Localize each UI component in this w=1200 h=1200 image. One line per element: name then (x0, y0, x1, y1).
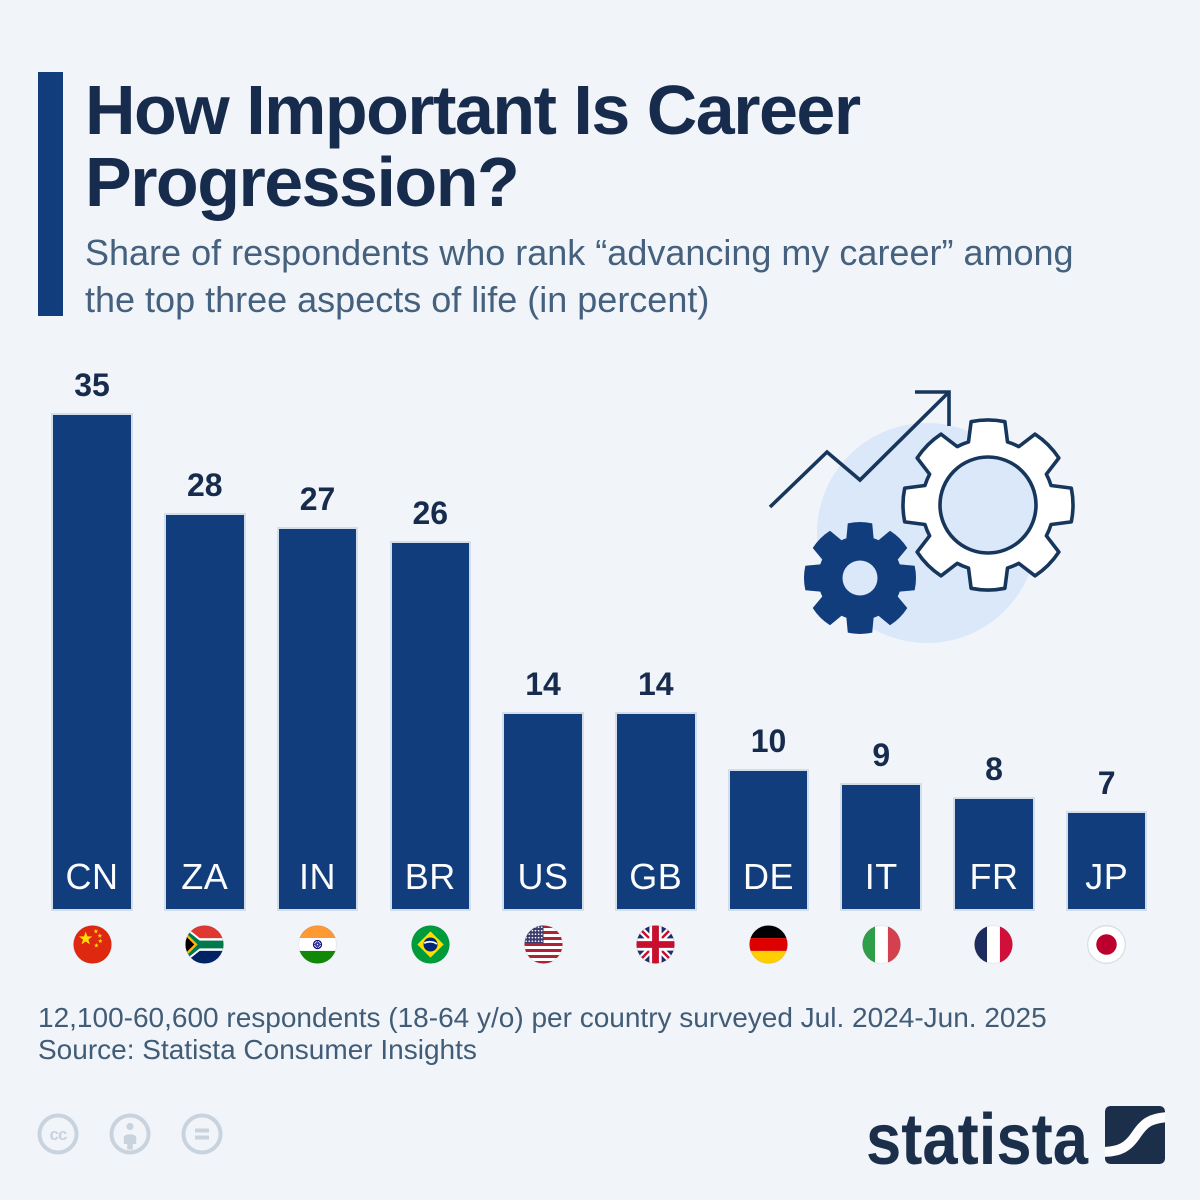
bar-label-de: DE (742, 855, 794, 897)
equals-icon (181, 1113, 223, 1155)
bar-in: IN (276, 526, 359, 911)
flag-in-icon (298, 924, 337, 964)
bar-value-za: 28 (186, 466, 223, 503)
flag-de-icon (749, 924, 788, 964)
bar-gb: GB (615, 711, 697, 911)
flag-cn-icon (72, 924, 112, 964)
flag-jp-icon (1087, 924, 1127, 964)
bar-label-in: IN (299, 855, 337, 897)
survey-note: 12,100-60,600 respondents (18-64 y/o) pe… (38, 1002, 1047, 1033)
statista-logo-text: statista (866, 1100, 1089, 1170)
bar-label-us: US (517, 855, 569, 897)
chart-subtitle: Share of respondents who rank “advancing… (85, 232, 1074, 320)
page-title: How Important Is Career Progression? (85, 71, 861, 221)
flag-fr-icon (974, 924, 1014, 964)
bar-label-cn: CN (65, 855, 119, 897)
career-growth-illustration (768, 390, 1075, 643)
svg-text:cc: cc (50, 1125, 67, 1144)
gear-icon-small-hub (842, 560, 878, 596)
page-title-line-2: Progression? (85, 143, 520, 221)
bar-value-in: 27 (299, 480, 336, 517)
attribution-icon (109, 1113, 151, 1155)
bar-value-gb: 14 (637, 665, 674, 702)
bar-value-br: 26 (412, 495, 449, 532)
flag-us-icon (523, 924, 563, 964)
bar-us: US (502, 711, 584, 911)
flag-it-icon (861, 924, 901, 964)
page-title-line-1: How Important Is Career (85, 71, 861, 149)
bar-value-de: 10 (750, 722, 787, 759)
bar-jp: JP (1065, 811, 1148, 911)
gear-icon-large-hub (938, 455, 1038, 555)
flag-za-icon (185, 924, 225, 964)
bar-cn: CN (51, 412, 133, 911)
bar-label-gb: GB (629, 855, 683, 897)
bar-value-jp: 7 (1097, 765, 1116, 802)
source-note: Source: Statista Consumer Insights (38, 1034, 477, 1065)
bar-it: IT (840, 782, 922, 911)
flag-br-icon (410, 924, 450, 964)
flag-gb-icon (636, 924, 676, 964)
cc-icon: cc (37, 1113, 79, 1155)
bar-label-za: ZA (181, 855, 229, 897)
bar-value-fr: 8 (985, 751, 1003, 788)
bar-za: ZA (164, 512, 246, 911)
bar-label-fr: FR (969, 855, 1019, 897)
license-icons: cc (37, 1113, 223, 1155)
bar-value-cn: 35 (74, 366, 110, 403)
statista-logo-wordmark: statista (866, 1100, 1089, 1170)
bar-de: DE (727, 768, 810, 911)
bar-value-it: 9 (872, 736, 891, 773)
bar-br: BR (389, 541, 472, 911)
title-accent-bar (38, 72, 63, 316)
bar-fr: FR (953, 797, 1035, 911)
bar-label-it: IT (864, 855, 898, 897)
statista-logo-mark (1105, 1106, 1165, 1164)
bar-label-br: BR (404, 855, 456, 897)
bar-label-jp: JP (1085, 855, 1129, 897)
bar-value-us: 14 (525, 665, 561, 702)
growth-arrow-icon (768, 390, 951, 509)
